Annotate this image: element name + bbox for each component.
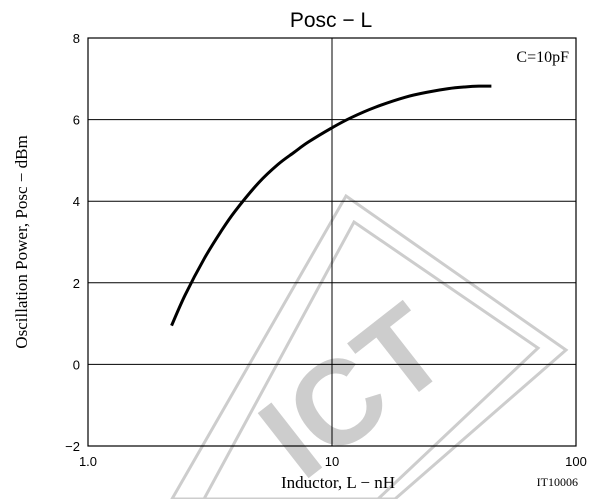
y-tick-label: 6 [73,113,80,128]
grid-lines [88,38,576,446]
y-tick-label: 2 [73,276,80,291]
x-tick-label: 10 [325,454,339,469]
y-axis-label: Oscillation Power, Posc − dBm [12,135,31,348]
watermark: ICT [170,193,569,499]
watermark-text: ICT [236,279,471,499]
x-axis-label: Inductor, L − nH [281,473,395,492]
series-layer [170,84,492,327]
chart-title: Posc − L [290,9,372,32]
x-tick-label: 100 [565,454,587,469]
x-tick-label: 1.0 [79,454,97,469]
series-line [170,84,492,327]
figure-id: IT10006 [537,475,578,489]
y-tick-label: 0 [73,357,80,372]
watermark-frame-outer [170,193,569,499]
y-tick-label: 8 [73,31,80,46]
y-tick-label: −2 [65,439,80,454]
annotation-capacitance: C=10pF [516,49,569,66]
y-tick-label: 4 [73,194,80,209]
watermark-frame-inner [202,219,541,499]
tick-labels: −2 0 2 4 6 8 1.0 10 100 [65,31,587,469]
